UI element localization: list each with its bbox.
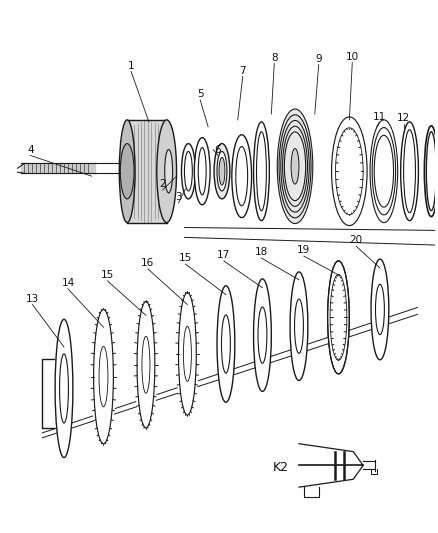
Ellipse shape [375, 284, 385, 335]
Ellipse shape [424, 126, 438, 216]
Ellipse shape [219, 157, 225, 185]
Ellipse shape [157, 120, 177, 223]
Ellipse shape [217, 286, 235, 402]
Ellipse shape [134, 301, 158, 429]
Polygon shape [127, 120, 167, 223]
Ellipse shape [332, 117, 367, 225]
Ellipse shape [198, 148, 206, 195]
Ellipse shape [217, 151, 227, 191]
Ellipse shape [60, 354, 68, 423]
Ellipse shape [99, 346, 108, 407]
Ellipse shape [254, 279, 271, 391]
Text: 10: 10 [346, 52, 359, 62]
Ellipse shape [328, 261, 350, 374]
Ellipse shape [277, 109, 313, 223]
Text: 8: 8 [271, 53, 278, 63]
Ellipse shape [258, 307, 267, 364]
Text: 3: 3 [175, 192, 182, 202]
Ellipse shape [254, 122, 269, 221]
Ellipse shape [214, 143, 230, 199]
Ellipse shape [194, 138, 210, 205]
Text: 5: 5 [197, 89, 204, 99]
Ellipse shape [294, 299, 304, 353]
Text: 15: 15 [101, 270, 114, 280]
Text: 9: 9 [315, 54, 322, 63]
Text: 17: 17 [217, 250, 230, 260]
Ellipse shape [232, 135, 251, 217]
Ellipse shape [165, 149, 173, 193]
Text: 7: 7 [240, 66, 246, 76]
Ellipse shape [371, 259, 389, 360]
Text: 12: 12 [397, 113, 410, 123]
Text: 4: 4 [27, 144, 34, 155]
Ellipse shape [119, 120, 135, 223]
Text: 1: 1 [128, 61, 134, 70]
Ellipse shape [404, 130, 416, 213]
Ellipse shape [176, 292, 199, 416]
Ellipse shape [291, 149, 299, 184]
Ellipse shape [142, 336, 150, 393]
Ellipse shape [426, 132, 436, 211]
Text: 16: 16 [141, 258, 155, 268]
Ellipse shape [184, 326, 191, 382]
Text: 19: 19 [297, 245, 311, 255]
Ellipse shape [184, 151, 192, 191]
Ellipse shape [55, 319, 73, 457]
Ellipse shape [181, 143, 195, 199]
Ellipse shape [120, 143, 134, 199]
Text: 13: 13 [26, 294, 39, 304]
Ellipse shape [257, 132, 266, 211]
Ellipse shape [236, 147, 247, 206]
Text: 14: 14 [61, 278, 74, 288]
Text: 20: 20 [350, 236, 363, 245]
Ellipse shape [290, 272, 308, 381]
Ellipse shape [222, 315, 230, 373]
Text: 6: 6 [215, 144, 221, 155]
Text: 11: 11 [372, 112, 385, 122]
Text: 18: 18 [255, 247, 268, 257]
Text: 15: 15 [179, 253, 192, 263]
Text: 2: 2 [159, 179, 166, 189]
Ellipse shape [91, 308, 117, 445]
Text: K2: K2 [273, 461, 289, 474]
Ellipse shape [401, 122, 418, 221]
